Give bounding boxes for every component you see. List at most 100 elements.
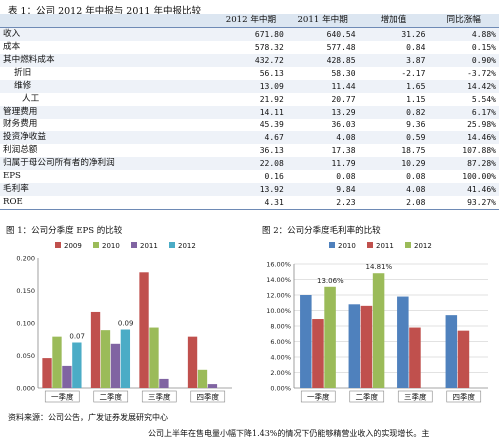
- table-cell: 4.31: [264, 198, 284, 208]
- legend-label: 2012: [178, 242, 196, 250]
- table-row: 其中燃料成本 432.72 428.85 3.87 0.90%: [0, 53, 499, 67]
- table-row: 毛利率 13.92 9.84 4.08 41.46%: [0, 183, 499, 197]
- legend-swatch: [405, 242, 411, 248]
- table-cell: 22.08: [215, 157, 287, 171]
- bar-2010: [100, 330, 111, 388]
- table-cell: 2.23: [336, 198, 356, 208]
- data-label: 13.06%: [317, 277, 344, 285]
- table-cell: 4.67: [215, 131, 287, 145]
- table-cell: 14.46%: [428, 131, 499, 145]
- table-row: 折旧 56.13 58.30 -2.17 -3.72%: [0, 67, 499, 80]
- table-cell: 93.27%: [467, 198, 496, 208]
- data-label: 0.09: [118, 320, 134, 328]
- table-cell: 25.98%: [467, 120, 496, 130]
- x-tick-label: 三季度: [404, 392, 427, 402]
- table-cell: 13.09: [215, 79, 287, 93]
- row-label: 毛利率: [0, 183, 216, 197]
- bar-2010: [149, 327, 159, 388]
- row-label: 利润总额: [3, 145, 38, 156]
- table-cell: 2.08: [406, 198, 426, 208]
- y-tick-label: 16.00%: [266, 261, 291, 269]
- table-cell: 0.08: [406, 172, 426, 182]
- category-label-box: [190, 390, 226, 403]
- bar-2011: [457, 330, 470, 388]
- table-cell: 1.15: [406, 94, 426, 104]
- figure-2-caption: 图 2：公司分季度毛利率的比较: [262, 226, 381, 236]
- table-cell: 21.92: [259, 94, 284, 104]
- y-tick-label: 0.000: [16, 385, 35, 393]
- legend-swatch: [329, 242, 335, 248]
- bar-2010: [348, 304, 361, 388]
- table-row: 归属于母公司所有者的净利润 22.08 11.79 10.29 87.28%: [0, 157, 499, 171]
- table-cell: 100.00%: [462, 172, 496, 182]
- table-cell: -3.72%: [467, 68, 496, 78]
- row-label: 人工: [22, 93, 40, 104]
- table-cell: 0.15%: [471, 42, 496, 52]
- table-cell: 6.17%: [428, 105, 499, 119]
- row-label: 其中燃料成本: [0, 53, 216, 67]
- bar-2010: [397, 296, 409, 388]
- bar-2011: [62, 365, 72, 388]
- table-cell: 31.26: [358, 27, 429, 41]
- table-row: ROE 4.31 2.23 2.08 93.27%: [0, 196, 499, 209]
- legend-swatch: [131, 242, 137, 248]
- y-tick-label: 4.00%: [270, 354, 291, 362]
- legend-swatch: [169, 242, 175, 248]
- table-cell: 58.30: [331, 68, 356, 78]
- table-cell: 4.08: [358, 183, 429, 197]
- category-label-box: [446, 390, 482, 403]
- bar-2011: [312, 319, 324, 388]
- category-label-box: [141, 390, 177, 403]
- bar-2011: [409, 327, 421, 388]
- y-tick-label: 12.00%: [266, 292, 291, 300]
- bar-2012: [120, 329, 131, 388]
- x-tick-label: 二季度: [100, 392, 123, 402]
- legend-swatch: [55, 242, 61, 248]
- header-cell: [0, 14, 216, 28]
- table-cell: 107.88%: [462, 146, 496, 156]
- header-cell: 增加值: [358, 14, 429, 28]
- x-tick-label: 二季度: [356, 392, 379, 402]
- row-label: 折旧: [14, 67, 32, 78]
- table-body: 收入 671.80 640.54 31.26 4.88% 成本 578.32 577.48 0.…: [0, 27, 499, 210]
- table-row: 管理费用 14.11 13.29 0.82 6.17%: [0, 105, 499, 119]
- table-cell: 4.88%: [428, 27, 499, 41]
- x-tick-label: 四季度: [197, 392, 220, 402]
- bar-2009: [139, 272, 149, 388]
- table-cell: 0.82: [358, 105, 429, 119]
- row-label: 归属于母公司所有者的净利润: [0, 157, 216, 171]
- bar-2011: [360, 305, 373, 388]
- table-cell: 13.92: [215, 183, 287, 197]
- y-tick-label: 10.00%: [266, 307, 291, 315]
- category-label-box: [349, 390, 385, 403]
- table-cell: 36.13: [259, 146, 284, 156]
- eps-quarterly-chart: 0.000 0.050 0.100 0.150 0.200 一季度 二季度 三季度 四季度 0.0…: [4, 236, 242, 412]
- table-cell: 578.32: [254, 42, 284, 52]
- y-tick-label: 2.00%: [270, 369, 291, 377]
- bar-2009: [90, 311, 101, 388]
- legend-label: 2011: [140, 242, 158, 250]
- x-tick-label: 四季度: [453, 392, 476, 402]
- table-cell: 3.87: [358, 53, 429, 67]
- gross-margin-quarterly-chart: 0.00% 2.00% 4.00% 6.00% 8.00% 10.00% 12.00% 14.…: [256, 236, 496, 412]
- bar-2010: [300, 295, 312, 388]
- table-cell: 20.77: [331, 94, 356, 104]
- y-tick-label: 0.100: [16, 320, 35, 328]
- table-cell: 17.38: [331, 146, 356, 156]
- table-row: 财务费用 45.39 36.03 9.36 25.98%: [0, 119, 499, 132]
- row-label: 财务费用: [3, 119, 38, 130]
- table-cell: 0.84: [406, 42, 426, 52]
- table-cell: 18.75: [401, 146, 426, 156]
- table-cell: 432.72: [215, 53, 287, 67]
- category-label-box: [93, 390, 129, 403]
- table-caption: 表 1：公司 2012 年中报与 2011 年中报比较: [8, 6, 201, 17]
- data-label: 0.07: [69, 333, 85, 341]
- table-cell: 9.36: [406, 120, 426, 130]
- table-cell: 0.08: [336, 172, 356, 182]
- legend-swatch: [93, 242, 99, 248]
- bar-2009: [187, 336, 198, 388]
- table-cell: 13.29: [286, 105, 359, 119]
- y-tick-label: 0.150: [16, 287, 35, 295]
- source-note: 资料来源：公司公告，广发证券发展研究中心: [8, 413, 168, 422]
- table-cell: 4.08: [286, 131, 359, 145]
